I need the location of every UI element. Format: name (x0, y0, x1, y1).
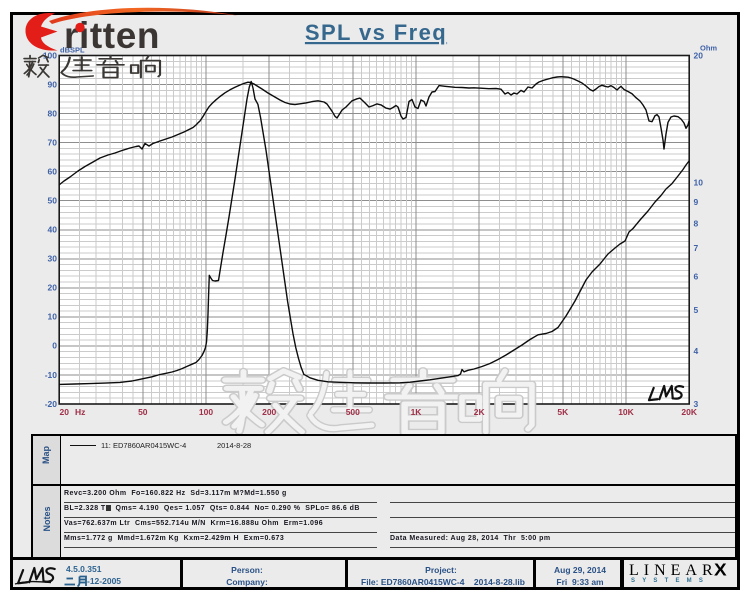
svg-text:6: 6 (694, 272, 699, 282)
svg-text:-10: -10 (45, 370, 58, 380)
svg-text:20: 20 (48, 283, 58, 293)
svg-text:0: 0 (52, 341, 57, 351)
svg-text:100: 100 (43, 50, 57, 60)
svg-text:50: 50 (138, 407, 148, 417)
svg-text:Ohm: Ohm (700, 44, 717, 53)
svg-text:20: 20 (60, 407, 70, 417)
svg-text:80: 80 (48, 108, 58, 118)
svg-text:ritten: ritten (64, 15, 160, 56)
svg-text:4: 4 (694, 346, 699, 356)
svg-text:7: 7 (694, 243, 699, 253)
svg-text:8: 8 (694, 219, 699, 229)
svg-text:20K: 20K (681, 407, 697, 417)
svg-text:3: 3 (694, 399, 699, 409)
svg-text:60: 60 (48, 167, 58, 177)
svg-text:9: 9 (694, 197, 699, 207)
svg-text:90: 90 (48, 79, 58, 89)
svg-text:SPL vs Freq: SPL vs Freq (305, 20, 447, 45)
svg-text:5: 5 (694, 305, 699, 315)
svg-text:Hz: Hz (75, 407, 85, 417)
svg-text:100: 100 (199, 407, 213, 417)
svg-text:10: 10 (48, 312, 58, 322)
svg-text:2K: 2K (474, 407, 486, 417)
svg-text:200: 200 (262, 407, 276, 417)
svg-text:40: 40 (48, 225, 58, 235)
svg-text:1K: 1K (411, 407, 423, 417)
svg-text:-20: -20 (45, 399, 58, 409)
svg-text:10: 10 (694, 178, 704, 188)
svg-text:10K: 10K (618, 407, 634, 417)
svg-text:30: 30 (48, 254, 58, 264)
svg-text:50: 50 (48, 196, 58, 206)
svg-text:5K: 5K (557, 407, 569, 417)
svg-text:20: 20 (694, 50, 704, 60)
svg-text:dBSPL: dBSPL (60, 46, 85, 55)
svg-text:70: 70 (48, 137, 58, 147)
svg-text:500: 500 (346, 407, 360, 417)
